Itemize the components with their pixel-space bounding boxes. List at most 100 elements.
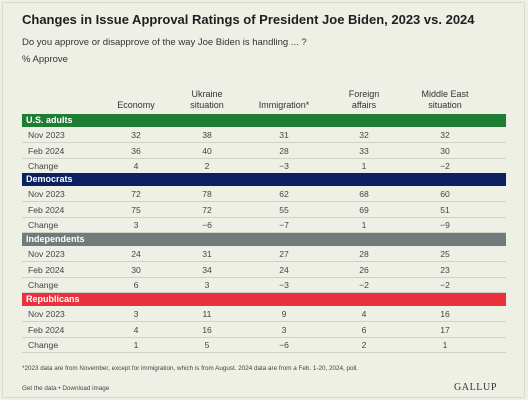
chart-subtitle: Do you approve or disapprove of the way … (22, 37, 307, 48)
table-row: Nov 2023 3 11 9 4 16 (22, 307, 506, 322)
table-row: Change 1 5 −6 2 1 (22, 338, 506, 353)
table-cell: 72 (202, 204, 212, 215)
unit-label: % Approve (22, 54, 68, 65)
table-cell: 24 (279, 264, 289, 275)
table-cell: 4 (361, 309, 367, 319)
table-cell: 28 (279, 145, 289, 156)
row-label: Feb 2024 (28, 145, 65, 156)
table-cell: 1 (361, 220, 367, 230)
row-label: Nov 2023 (28, 189, 65, 199)
table-cell: 33 (359, 145, 369, 156)
table-cell: 32 (440, 130, 450, 140)
column-header-line: Middle East (421, 89, 469, 99)
table-cell: −9 (440, 220, 450, 230)
table-row: Nov 2023 72 78 62 68 60 (22, 187, 506, 202)
row-label: Nov 2023 (28, 130, 65, 140)
row-label: Change (28, 220, 59, 230)
table-cell: 2 (361, 340, 367, 350)
table-cell: 9 (281, 309, 287, 319)
table-cell: 36 (131, 145, 141, 156)
table-cell: 16 (440, 309, 450, 319)
table-cell: 1 (361, 161, 367, 171)
table-cell: −2 (359, 280, 369, 290)
table-row: Nov 2023 24 31 27 28 25 (22, 247, 506, 262)
table-row: Change 3 −6 −7 1 −9 (22, 218, 506, 233)
table-cell: 30 (131, 264, 141, 275)
table-cell: 3 (281, 324, 287, 335)
table-cell: 68 (359, 189, 369, 199)
column-header: Immigration* (249, 87, 319, 111)
group-header: Independents (22, 233, 506, 246)
data-links[interactable]: Get the data • Download image (22, 385, 110, 392)
table-cell: 11 (202, 309, 212, 319)
table-cell: −7 (279, 220, 289, 230)
table-cell: 6 (361, 324, 367, 335)
table-row: Feb 2024 30 34 24 26 23 (22, 263, 506, 278)
table-cell: 72 (131, 189, 141, 199)
table-cell: −3 (279, 161, 289, 171)
table-row: Change 6 3 −3 −2 −2 (22, 278, 506, 293)
table-cell: −6 (202, 220, 212, 230)
group-header: Democrats (22, 173, 506, 186)
table-cell: 40 (202, 145, 212, 156)
column-header: Foreign affairs (329, 87, 399, 111)
table-row: Feb 2024 4 16 3 6 17 (22, 323, 506, 338)
column-header-line: Economy (117, 100, 155, 110)
table-cell: 16 (202, 324, 212, 335)
chart-title: Changes in Issue Approval Ratings of Pre… (22, 12, 475, 27)
table-cell: 51 (440, 204, 450, 215)
row-label: Change (28, 161, 59, 171)
row-label: Feb 2024 (28, 324, 65, 335)
table-cell: 6 (133, 280, 139, 290)
column-header-line: Immigration* (258, 100, 310, 110)
table-cell: 30 (440, 145, 450, 156)
table-cell: 25 (440, 249, 450, 259)
table-cell: 3 (204, 280, 210, 290)
table-cell: 26 (359, 264, 369, 275)
table-cell: 62 (279, 189, 289, 199)
table-cell: 3 (133, 309, 139, 319)
table-cell: 1 (133, 340, 139, 350)
table-cell: 17 (440, 324, 450, 335)
table-cell: 32 (359, 130, 369, 140)
column-header-line: Ukraine (191, 89, 223, 99)
row-label: Nov 2023 (28, 309, 65, 319)
column-header: Ukraine situation (172, 87, 242, 111)
table-cell: 3 (133, 220, 139, 230)
table-cell: 69 (359, 204, 369, 215)
table-cell: 27 (279, 249, 289, 259)
table-cell: 4 (133, 161, 139, 171)
table-cell: 60 (440, 189, 450, 199)
table-cell: 2 (204, 161, 210, 171)
column-header-line: situation (190, 100, 224, 110)
table-cell: 4 (133, 324, 139, 335)
table-cell: 55 (279, 204, 289, 215)
table-cell: −2 (440, 161, 450, 171)
row-label: Nov 2023 (28, 249, 65, 259)
column-header-line: affairs (351, 100, 377, 110)
column-header-line: Foreign (348, 89, 380, 99)
table-cell: −3 (279, 280, 289, 290)
table-cell: 31 (202, 249, 212, 259)
table-cell: 23 (440, 264, 450, 275)
group-header: Republicans (22, 293, 506, 306)
table-cell: −6 (279, 340, 289, 350)
footnote: *2023 data are from November, except for… (22, 365, 359, 372)
table-row: Nov 2023 32 38 31 32 32 (22, 128, 506, 143)
column-header: Economy (101, 87, 171, 111)
table-row: Feb 2024 36 40 28 33 30 (22, 144, 506, 159)
gallup-logo: GALLUP (453, 382, 497, 393)
table-cell: 5 (204, 340, 210, 350)
group-header: U.S. adults (22, 114, 506, 127)
table-cell: 32 (131, 130, 141, 140)
table-cell: 1 (442, 340, 448, 350)
row-label: Feb 2024 (28, 264, 65, 275)
table-cell: 75 (131, 204, 141, 215)
table-cell: 78 (202, 189, 212, 199)
table-cell: −2 (440, 280, 450, 290)
column-header-line: situation (428, 100, 462, 110)
table-cell: 31 (279, 130, 289, 140)
row-label: Change (28, 280, 59, 290)
column-header: Middle East situation (410, 87, 480, 111)
